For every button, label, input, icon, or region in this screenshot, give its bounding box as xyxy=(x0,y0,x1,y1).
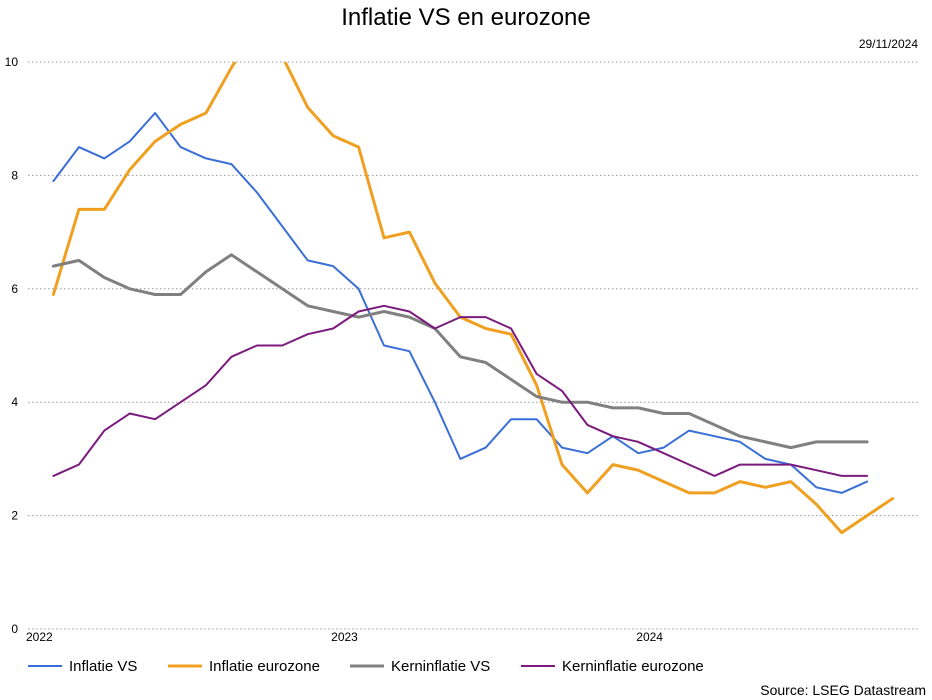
chart-date: 29/11/2024 xyxy=(858,37,918,51)
legend: Inflatie VS Inflatie eurozone Kerninflatie… xyxy=(28,658,704,675)
series-layer xyxy=(51,62,895,535)
y-tick-label: 10 xyxy=(5,55,19,69)
axis-layer: 0 2 4 6 8 10 2022 2023 2024 xyxy=(5,55,664,644)
x-tick-label: 2024 xyxy=(636,630,663,644)
series-line-3 xyxy=(51,253,869,450)
chart-source: Source: LSEG Datastream xyxy=(760,682,926,698)
x-tick-label: 2022 xyxy=(26,630,53,644)
y-tick-label: 8 xyxy=(11,168,18,182)
series-line-4 xyxy=(52,304,869,477)
y-tick-label: 6 xyxy=(11,282,18,296)
y-tick-label: 2 xyxy=(11,509,18,523)
legend-label-1: Inflatie VS xyxy=(69,658,137,675)
y-tick-label: 4 xyxy=(11,395,18,409)
chart-title: Inflatie VS en eurozone xyxy=(341,4,591,31)
x-tick-label: 2023 xyxy=(331,630,358,644)
series-line-1 xyxy=(52,112,869,494)
series-line-2 xyxy=(51,62,895,535)
legend-label-2: Inflatie eurozone xyxy=(209,658,320,675)
legend-label-4: Kerninflatie eurozone xyxy=(562,658,704,675)
grid-layer xyxy=(28,61,918,630)
y-tick-label: 0 xyxy=(11,622,18,636)
legend-label-3: Kerninflatie VS xyxy=(391,658,490,675)
